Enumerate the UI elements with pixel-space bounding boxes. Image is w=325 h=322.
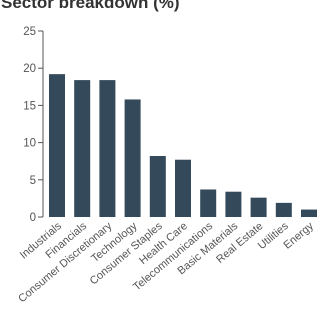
bar [250, 197, 267, 217]
bar [99, 80, 116, 217]
chart-title: Sector breakdown (%) [1, 0, 180, 12]
bar [124, 99, 141, 217]
y-tick-label: 25 [23, 26, 36, 38]
bar [175, 159, 191, 217]
bars [49, 74, 317, 217]
y-tick-label: 0 [30, 212, 36, 224]
y-axis: 0 5 10 15 20 25 [23, 26, 44, 224]
bar [200, 189, 217, 217]
y-tick-label: 15 [23, 100, 36, 112]
bar [49, 74, 65, 217]
bar [149, 155, 166, 217]
bar [275, 202, 292, 217]
y-tick-label: 10 [23, 138, 36, 150]
bar [225, 191, 242, 217]
y-tick-label: 20 [23, 63, 36, 75]
y-tick-label: 5 [30, 175, 36, 187]
bar [301, 209, 317, 217]
bar [74, 80, 91, 217]
